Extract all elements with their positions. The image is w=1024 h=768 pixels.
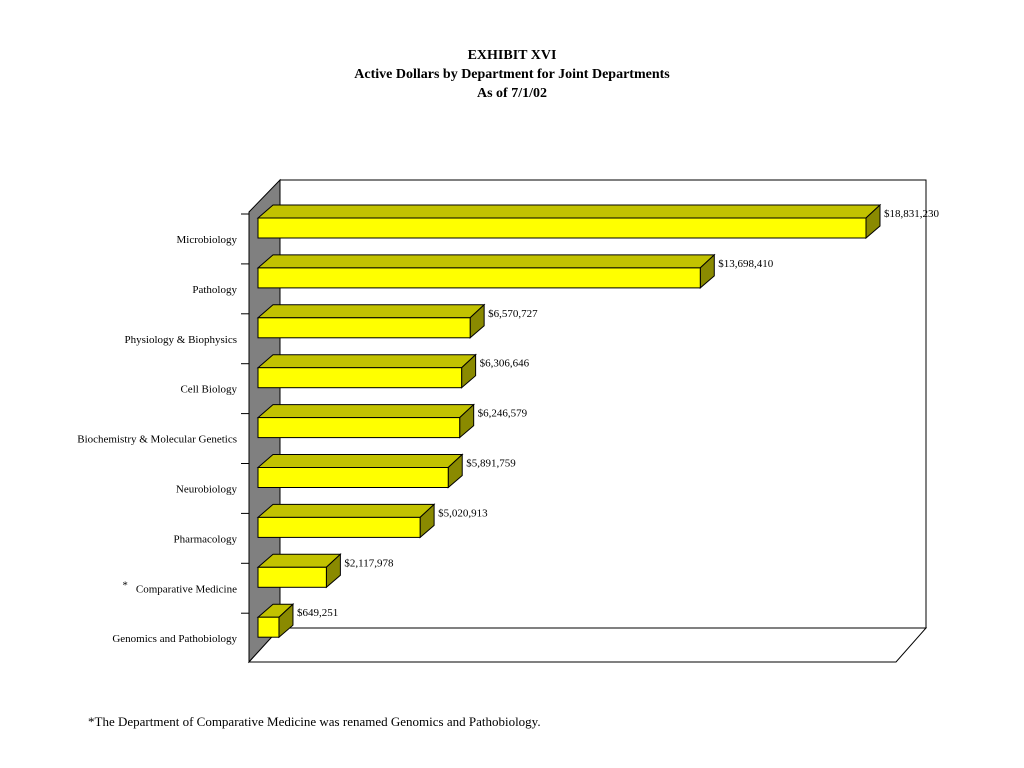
bar-6 xyxy=(257,516,421,538)
category-label-3: Cell Biology xyxy=(180,384,237,396)
bar-top-1 xyxy=(256,254,716,269)
category-label-4: Biochemistry & Molecular Genetics xyxy=(77,434,237,446)
chart-subtitle: Active Dollars by Department for Joint D… xyxy=(354,67,670,82)
category-label-0: Microbiology xyxy=(177,234,238,246)
value-label-1: $13,698,410 xyxy=(718,258,774,270)
category-label-5: Neurobiology xyxy=(176,484,238,496)
chart-titles: EXHIBIT XVI Active Dollars by Department… xyxy=(0,46,1024,103)
bar-1 xyxy=(257,267,701,289)
value-label-7: $2,117,978 xyxy=(344,557,394,569)
chart-title: EXHIBIT XVI xyxy=(467,48,557,63)
bar-top-2 xyxy=(256,304,486,319)
value-label-6: $5,020,913 xyxy=(438,507,488,519)
bar-2 xyxy=(257,317,471,339)
bar-3 xyxy=(257,367,463,389)
category-label-1: Pathology xyxy=(192,284,237,296)
value-label-8: $649,251 xyxy=(297,607,338,619)
bar-5 xyxy=(257,467,449,488)
bar-0 xyxy=(257,217,867,239)
labels-layer: $18,831,230 Microbiology $13,698,410 Pathol… xyxy=(77,208,939,645)
value-label-0: $18,831,230 xyxy=(884,208,940,220)
bar-top-3 xyxy=(256,354,477,369)
footnote: *The Department of Comparative Medicine … xyxy=(88,714,541,729)
bar-top-5 xyxy=(256,454,464,468)
value-label-3: $6,306,646 xyxy=(480,358,530,370)
bar-chart: $18,831,230 Microbiology $13,698,410 Pathol… xyxy=(77,178,940,664)
bar-4 xyxy=(257,417,461,439)
category-label-6: Pharmacology xyxy=(173,533,237,545)
bar-7 xyxy=(257,566,327,588)
value-label-2: $6,570,727 xyxy=(488,308,538,320)
chart-date: As of 7/1/02 xyxy=(477,86,547,101)
bar-top-6 xyxy=(256,503,436,518)
floor xyxy=(247,627,928,663)
category-axis xyxy=(241,213,250,662)
bar-top-4 xyxy=(256,404,475,419)
bar-series xyxy=(256,203,882,639)
category-label-7: Comparative Medicine xyxy=(136,583,237,595)
category-label-8: Genomics and Pathobiology xyxy=(112,633,237,645)
category-marker-7: * xyxy=(122,579,128,591)
bar-8 xyxy=(257,616,280,638)
bar-top-0 xyxy=(256,204,882,219)
value-label-4: $6,246,579 xyxy=(478,408,528,420)
category-label-2: Physiology & Biophysics xyxy=(125,334,237,346)
value-label-5: $5,891,759 xyxy=(466,458,516,470)
